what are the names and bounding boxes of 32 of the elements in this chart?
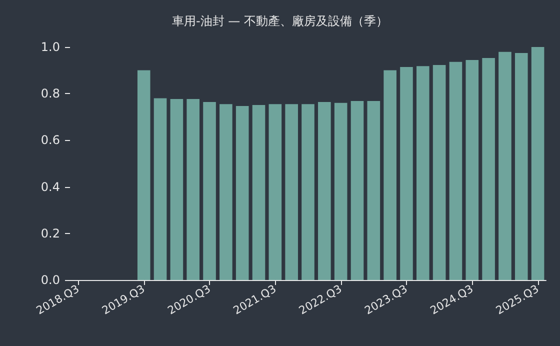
bar [514,53,528,280]
bar [203,102,216,280]
bar [268,104,282,280]
bar [220,104,232,280]
bar [236,106,249,280]
bar [449,62,462,280]
y-tick-label: 0.6 [40,133,60,148]
bar [154,98,167,280]
y-tick-label: 0.0 [40,273,60,287]
y-tick-label: 0.2 [40,226,60,240]
bar [482,58,495,280]
bar [432,64,446,280]
bar [137,70,150,280]
bar [367,101,380,280]
chart-title: 車用-油封 — 不動產、廠房及設備（季） [172,14,388,28]
bar [285,104,298,280]
bar [384,70,396,280]
bar [350,101,364,280]
bar [302,104,314,280]
bar [466,60,479,280]
bar [318,102,331,280]
bar [170,98,184,280]
bar [252,105,266,280]
y-tick-label: 0.4 [40,180,60,194]
bar [531,47,544,280]
bar [498,52,512,280]
bar [186,98,200,280]
bar [400,67,413,280]
y-tick-label: 0.8 [40,86,60,101]
y-tick-label: 1.0 [40,40,60,54]
bar [416,66,430,280]
bar [334,102,348,280]
